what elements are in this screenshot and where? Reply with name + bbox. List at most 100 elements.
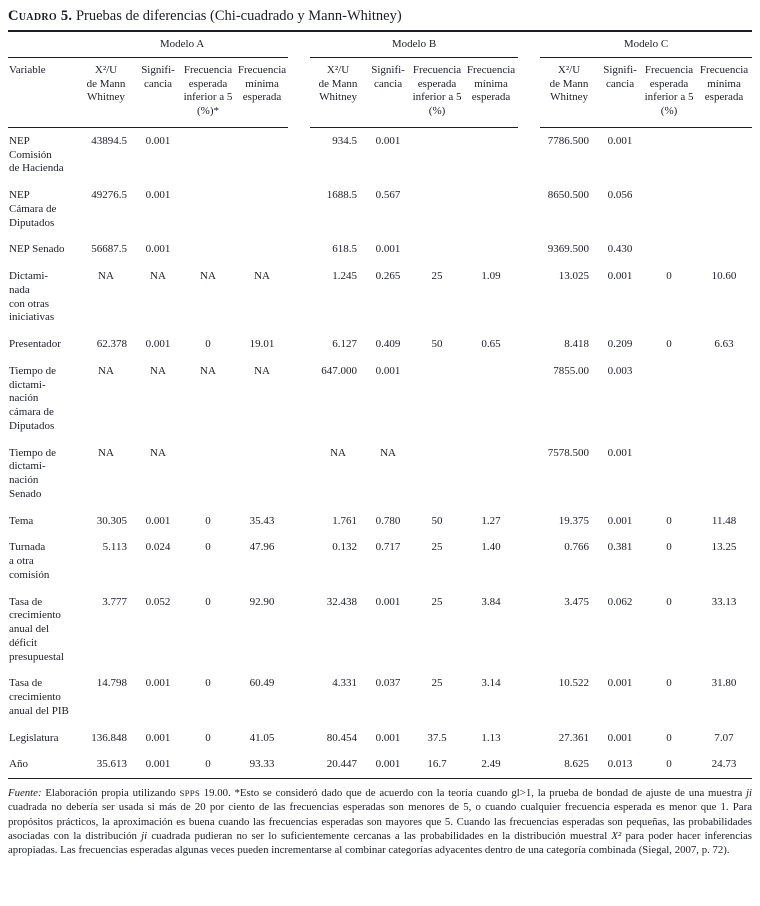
group-gap: [288, 29, 311, 58]
value-a-x2u: 49276.5: [91, 189, 127, 201]
value-a-significancia: 0.001: [145, 731, 171, 744]
value-b-significancia: 0.001: [366, 751, 411, 780]
value-a-frecuencia-minima: 35.43: [249, 514, 275, 527]
value-b-frecuencia-esperada: 50: [431, 338, 443, 350]
column-gap: [518, 331, 540, 358]
model-group-row: Modelo A Modelo B Modelo C: [8, 29, 753, 58]
model-c-group: Modelo C: [540, 29, 753, 58]
value-b-frecuencia-esperada: 25: [431, 595, 443, 608]
table-row: Legislatura 136.848 0.001 0 41.05 80.454 0.001…: [8, 725, 752, 752]
value-c-frecuencia-esperada: 0: [666, 595, 672, 608]
table-row: Dictami- nada con otras iniciativas NA NA N…: [8, 263, 752, 331]
value-b-frecuencia-esperada: [410, 358, 464, 440]
value-a-frecuencia-minima: 41.05: [249, 731, 275, 744]
value-c-significancia: 0.001: [607, 514, 633, 527]
footnote-segment: Fuente:: [8, 787, 42, 799]
value-b-frecuencia-esperada: 25: [431, 541, 443, 554]
value-b-significancia: 0.001: [375, 595, 401, 608]
table-row: Año 35.613 0.001 0 93.33 20.447 0.001 16.7 2.49 8…: [8, 751, 753, 780]
value-b-significancia: 0.001: [375, 364, 401, 377]
value-a-x2u: NA: [98, 364, 114, 377]
col-header-a-frecuencia-esperada: Frecuencia esperada inferior a 5 (%)*: [180, 57, 236, 128]
col-header-c-x2u: X²/U de Mann Whitney: [540, 57, 599, 128]
variable-label: Tasa de crecimiento anual del déficit pr…: [9, 595, 64, 663]
col-header-b-frecuencia-esperada: Frecuencia esperada inferior a 5 (%): [410, 57, 465, 128]
value-a-x2u: 136.848: [91, 731, 127, 744]
value-a-significancia: NA: [150, 364, 166, 377]
value-c-significancia: 0.001: [607, 270, 633, 282]
value-a-significancia: NA: [150, 446, 166, 459]
value-b-frecuencia-esperada: [410, 182, 464, 236]
value-b-x2u: 618.5: [332, 243, 358, 256]
column-gap: [288, 127, 310, 182]
value-c-frecuencia-esperada: 0: [666, 731, 672, 744]
column-gap: [288, 670, 310, 724]
value-a-frecuencia-minima: 60.49: [249, 677, 275, 690]
value-c-frecuencia-esperada: [642, 182, 696, 236]
footnote-segment: SPPS: [179, 788, 200, 798]
value-c-x2u: 27.361: [558, 731, 590, 744]
col-header-a-frecuencia-minima: Frecuencia mínima esperada: [236, 57, 289, 128]
value-b-frecuencia-minima: [464, 440, 518, 508]
value-b-x2u: NA: [330, 446, 346, 459]
value-c-frecuencia-minima: 6.63: [714, 338, 734, 350]
variable-label: NEP Cámara de Diputados: [9, 189, 57, 229]
value-a-frecuencia-minima: NA: [254, 364, 270, 377]
column-gap: [518, 236, 540, 263]
footnote-segment: cuadrada no debería ser usada si más de …: [8, 801, 752, 843]
variable-column-header: Variable: [8, 57, 76, 128]
value-c-x2u: 0.766: [564, 541, 590, 554]
table-row: Tiempo de dictami- nación Senado NA NA NA NA…: [8, 440, 752, 508]
value-b-significancia: 0.265: [375, 270, 401, 282]
value-c-frecuencia-esperada: 0: [666, 338, 672, 350]
col-header-b-significancia: Signifi- cancia: [366, 57, 411, 128]
group-gap: [518, 29, 541, 58]
value-b-frecuencia-esperada: 50: [431, 514, 443, 527]
value-c-x2u: 10.522: [558, 677, 590, 690]
value-a-frecuencia-minima: [236, 440, 288, 508]
value-c-x2u: 8.418: [564, 338, 590, 350]
value-a-x2u: NA: [98, 270, 114, 282]
value-a-frecuencia-esperada: [180, 127, 236, 182]
value-a-x2u: 5.113: [102, 541, 127, 554]
value-a-significancia: 0.001: [145, 243, 171, 256]
col-header-c-significancia: Signifi- cancia: [598, 57, 643, 128]
column-gap: [288, 263, 310, 331]
column-gap: [518, 534, 540, 588]
value-a-x2u: 3.777: [102, 595, 127, 608]
value-c-significancia: 0.430: [607, 243, 633, 256]
value-b-frecuencia-minima: 1.09: [481, 270, 501, 282]
value-c-significancia: 0.001: [607, 677, 633, 690]
value-c-frecuencia-esperada: 0: [666, 541, 672, 554]
value-b-frecuencia-minima: [464, 358, 518, 440]
value-b-x2u: 647.000: [321, 364, 358, 377]
model-b-label: Modelo B: [391, 38, 437, 50]
table-row: NEP Senado 56687.5 0.001 618.5 0.001 9369.500…: [8, 236, 752, 263]
column-gap: [288, 589, 310, 671]
table-row: Tasa de crecimiento anual del PIB 14.798 0…: [8, 670, 752, 724]
value-c-significancia: 0.001: [607, 134, 633, 147]
column-gap: [518, 751, 541, 780]
value-b-frecuencia-esperada: 37.5: [427, 731, 447, 744]
variable-label: Tasa de crecimiento anual del PIB: [9, 677, 69, 717]
column-gap: [288, 182, 310, 236]
value-c-frecuencia-minima: 11.48: [711, 514, 737, 527]
value-b-frecuencia-minima: [464, 236, 518, 263]
value-a-frecuencia-esperada: 0: [180, 751, 236, 780]
value-b-significancia: 0.001: [375, 731, 401, 744]
value-a-significancia: 0.001: [145, 338, 171, 350]
value-b-significancia: 0.717: [375, 541, 401, 554]
table-row: NEP Cámara de Diputados 49276.5 0.001 1688.…: [8, 182, 752, 236]
col-header-c-frecuencia-esperada: Frecuencia esperada inferior a 5 (%): [642, 57, 697, 128]
model-c-label: Modelo C: [623, 38, 669, 50]
value-b-x2u: 1.761: [332, 514, 358, 527]
value-a-significancia: NA: [150, 270, 166, 282]
value-b-x2u: 934.5: [332, 134, 358, 147]
value-a-frecuencia-esperada: 0: [205, 338, 211, 350]
value-a-frecuencia-minima: 93.33: [236, 751, 289, 780]
variable-label: NEP Senado: [9, 243, 65, 256]
footnote-segment: ji: [746, 787, 752, 799]
value-a-significancia: 0.001: [136, 751, 180, 780]
table-caption: Pruebas de diferencias (Chi-cuadrado y M…: [72, 8, 402, 24]
value-a-x2u: 62.378: [96, 338, 127, 350]
